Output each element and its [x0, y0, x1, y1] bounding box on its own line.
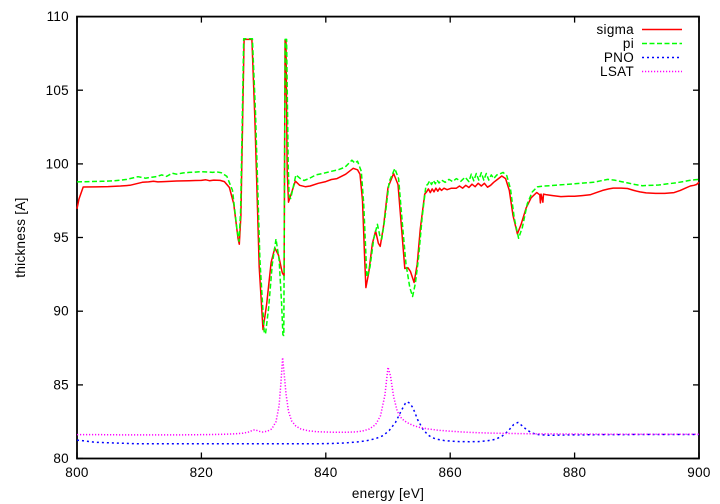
svg-text:100: 100: [46, 156, 69, 171]
svg-text:105: 105: [46, 83, 69, 98]
svg-text:90: 90: [53, 304, 69, 319]
svg-text:80: 80: [53, 451, 69, 466]
svg-text:900: 900: [687, 465, 710, 480]
svg-text:840: 840: [314, 465, 337, 480]
svg-text:sigma: sigma: [596, 22, 634, 37]
svg-text:thickness [A]: thickness [A]: [13, 197, 28, 277]
svg-text:800: 800: [65, 465, 88, 480]
svg-text:PNO: PNO: [604, 50, 634, 65]
svg-text:pi: pi: [623, 36, 634, 51]
svg-text:860: 860: [438, 465, 461, 480]
svg-text:LSAT: LSAT: [600, 64, 634, 79]
svg-text:110: 110: [47, 9, 69, 24]
svg-text:85: 85: [53, 377, 69, 392]
svg-text:880: 880: [563, 465, 586, 480]
svg-text:95: 95: [53, 230, 69, 245]
svg-text:energy [eV]: energy [eV]: [352, 486, 424, 501]
svg-text:820: 820: [190, 465, 213, 480]
